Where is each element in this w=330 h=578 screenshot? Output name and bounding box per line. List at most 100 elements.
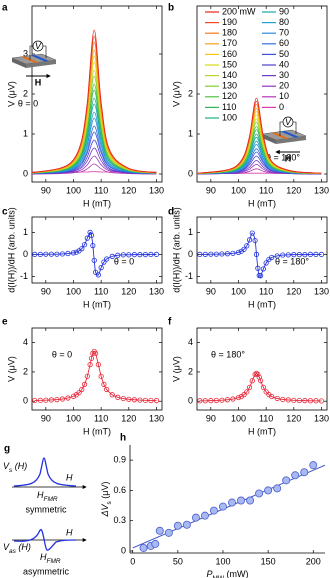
data-point <box>173 521 182 530</box>
y-axis-label: V (μV) <box>171 81 181 107</box>
data-point <box>255 371 261 378</box>
plot-frame <box>31 327 163 411</box>
x-tick-label: 130 <box>149 185 164 195</box>
label-sub: FMR <box>47 558 61 565</box>
stripe <box>31 55 49 62</box>
data-point <box>148 251 154 257</box>
y-axis-label: d(I(H))/dH (arb. units) <box>6 207 16 293</box>
inset-label: V <box>285 117 292 127</box>
panel-letter: h <box>120 433 126 444</box>
data-point <box>87 362 93 368</box>
data-point <box>280 396 286 403</box>
data-point <box>200 511 209 520</box>
data-point <box>224 251 231 257</box>
data-point <box>84 235 90 241</box>
data-point <box>148 397 154 404</box>
caption: asymmetric <box>23 566 70 576</box>
legend-label: 80 <box>279 17 289 27</box>
data-point <box>76 390 82 396</box>
label-part: (mW) <box>224 569 249 578</box>
label-part: ΔV <box>100 503 110 517</box>
peak-label: HFMR <box>40 552 61 564</box>
x-tick-label: 90 <box>41 185 51 195</box>
x-axis-label: H (mT) <box>248 299 276 309</box>
data-point <box>120 252 126 258</box>
data-point <box>274 253 280 259</box>
data-point <box>93 350 99 356</box>
y-tick-label: 4 <box>188 337 193 347</box>
data-point <box>313 251 319 257</box>
x-tick-label: 110 <box>94 413 108 423</box>
data-point <box>37 397 43 403</box>
data-point <box>54 251 60 257</box>
panel-letter: b <box>168 3 174 14</box>
label-part: P <box>206 569 212 578</box>
x-axis-label: H (mT) <box>83 299 111 309</box>
data-point <box>302 398 308 404</box>
y-tick-label: 0 <box>23 168 28 178</box>
data-point <box>81 381 88 387</box>
data-point <box>219 251 225 257</box>
data-point <box>70 393 77 399</box>
annotation: θ = 180° <box>266 152 300 162</box>
x-tick-label: 110 <box>259 413 273 423</box>
x-axis-label: H (mT) <box>248 198 276 208</box>
series-line <box>31 83 157 174</box>
data-point <box>258 378 264 384</box>
data-point <box>202 398 208 404</box>
x-tick-label: 100 <box>66 413 81 423</box>
device-inset: VH <box>11 40 57 87</box>
x-tick-label: 120 <box>121 185 136 195</box>
y-tick-label: 0.3 <box>113 515 126 525</box>
data-point <box>202 251 208 257</box>
data-point <box>191 513 200 522</box>
data-point <box>59 251 66 257</box>
x-tick-label: 120 <box>286 413 301 423</box>
fit-line <box>132 464 326 549</box>
data-point <box>258 273 264 279</box>
series-line <box>199 372 322 402</box>
legend-label: 130 <box>222 81 237 91</box>
x-tick-label: 110 <box>259 185 273 195</box>
y-tick-label: 3 <box>23 48 28 58</box>
series-line <box>196 114 322 174</box>
panel-letter: e <box>2 317 8 328</box>
data-point <box>126 396 132 402</box>
series-line <box>196 97 322 174</box>
data-point <box>260 266 266 272</box>
data-point <box>260 384 266 390</box>
y-tick-label: 1 <box>23 227 28 237</box>
data-point <box>131 252 137 258</box>
data-point <box>235 249 242 256</box>
x-tick-label: 90 <box>206 286 216 296</box>
series-line <box>196 129 322 174</box>
annotation: θ = 0 <box>18 98 38 108</box>
data-point <box>137 397 143 403</box>
plot-frame <box>31 5 163 183</box>
annotation: θ = 0 <box>52 349 72 359</box>
x-label: H <box>66 527 73 537</box>
y-tick-label: 2 <box>23 88 28 98</box>
plot-frame <box>196 327 328 411</box>
annotation: θ = 180° <box>211 349 245 359</box>
x-tick-label: 90 <box>41 413 51 423</box>
data-point <box>246 237 253 243</box>
data-point <box>95 272 101 278</box>
data-point <box>300 468 309 477</box>
data-point <box>79 386 85 393</box>
data-point <box>291 252 297 258</box>
legend-label: 180 <box>222 28 237 38</box>
y-tick-label: 2 <box>188 366 193 376</box>
label-part: s <box>106 500 113 504</box>
data-point <box>269 254 275 261</box>
x-tick-label: 110 <box>259 286 273 296</box>
panel-letter: a <box>2 3 8 14</box>
data-point <box>65 395 71 401</box>
label-sub: s <box>9 467 13 474</box>
legend-label: 110 <box>222 102 236 112</box>
data-point <box>153 398 160 404</box>
data-point <box>246 496 255 505</box>
data-point <box>228 498 237 507</box>
data-point <box>213 397 219 404</box>
x-tick-label: 100 <box>66 185 81 195</box>
